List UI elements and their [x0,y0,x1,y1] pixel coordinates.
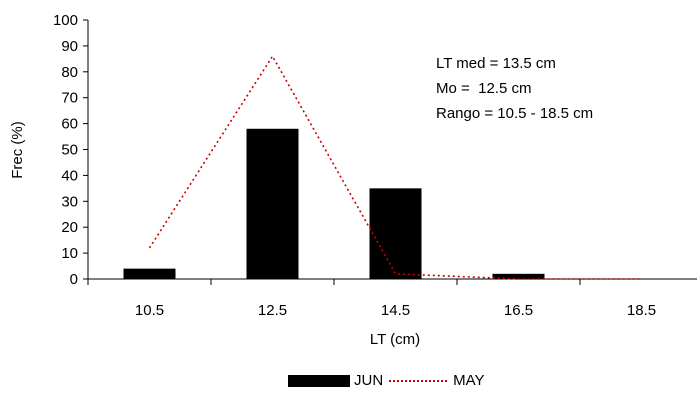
x-tick-label: 12.5 [258,302,287,319]
annotation-range: Rango = 10.5 - 18.5 cm [436,105,594,122]
x-tick-label: 18.5 [627,302,656,319]
y-tick-label: 60 [61,116,78,133]
y-tick-label: 0 [70,271,78,288]
annotation-mode: Mo = 12.5 cm [436,80,532,97]
x-tick-label: 14.5 [381,302,410,319]
line-may [148,54,642,280]
legend: JUN MAY [288,372,485,389]
y-tick-label: 70 [61,90,78,107]
legend-label-jun: JUN [354,372,384,389]
legend-swatch-jun [288,374,350,387]
bar-jun [123,268,176,279]
y-tick-label: 100 [53,12,78,29]
y-tick-label: 90 [61,38,78,55]
bar-jun [492,273,545,279]
y-axis-label: Frec (%) [9,121,26,179]
x-tick-label: 16.5 [504,302,533,319]
legend-swatch-may [389,379,448,382]
bar-jun [246,128,299,279]
y-tick-label: 40 [61,167,78,184]
y-tick-label: 50 [61,142,78,159]
legend-label-may: MAY [453,372,485,389]
x-axis-label: LT (cm) [370,331,420,348]
annotation-mean-length: LT med = 13.5 cm [436,55,556,72]
y-tick-label: 30 [61,193,78,210]
bar-jun [369,188,422,279]
x-tick-label: 10.5 [135,302,164,319]
y-tick-label: 80 [61,64,78,81]
y-tick-label: 10 [61,245,78,262]
y-tick-label: 20 [61,219,78,236]
